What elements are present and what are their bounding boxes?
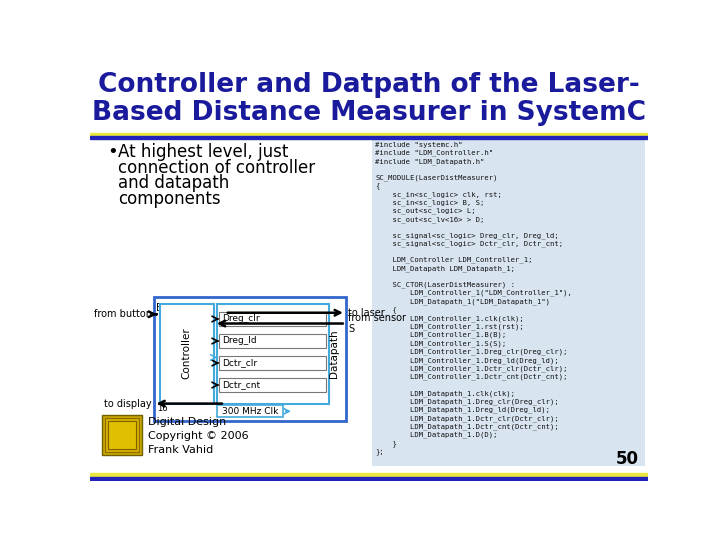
Bar — [90, 473, 648, 477]
Bar — [102, 415, 142, 455]
Bar — [220, 334, 326, 348]
Text: Dctr_cnt: Dctr_cnt — [222, 381, 260, 389]
Text: Controller and Datpath of the Laser-: Controller and Datpath of the Laser- — [98, 72, 640, 98]
Text: 300 MHz Clk: 300 MHz Clk — [222, 407, 278, 416]
Text: to display: to display — [104, 399, 152, 409]
Bar — [90, 136, 648, 139]
Bar — [217, 405, 283, 417]
Text: #include "systemc.h"
#include "LDM_Controller.h"
#include "LDM_Datapath.h"

SC_M: #include "systemc.h" #include "LDM_Contr… — [375, 142, 572, 455]
Bar — [220, 356, 326, 369]
Bar — [104, 418, 139, 452]
Text: B: B — [156, 303, 163, 313]
Bar — [220, 313, 326, 326]
Text: and datapath: and datapath — [118, 174, 229, 192]
Text: Dreg_ld: Dreg_ld — [222, 336, 256, 346]
Bar — [108, 421, 136, 449]
Text: to laser: to laser — [348, 308, 384, 318]
Text: At highest level, just: At highest level, just — [118, 143, 288, 161]
Text: D: D — [158, 392, 166, 402]
Text: components: components — [118, 190, 220, 207]
Bar — [160, 303, 214, 403]
Text: Dctr_clr: Dctr_clr — [222, 359, 257, 368]
Text: Datapath: Datapath — [329, 329, 339, 378]
Bar — [90, 477, 648, 481]
Text: connection of controller: connection of controller — [118, 159, 315, 177]
Bar — [153, 298, 346, 421]
Text: Dreg_clr: Dreg_clr — [222, 314, 259, 323]
Bar — [90, 132, 648, 136]
Text: Controller: Controller — [182, 328, 192, 380]
Text: from sensor: from sensor — [348, 313, 406, 323]
Text: 16: 16 — [157, 404, 167, 414]
Bar — [220, 379, 326, 392]
Text: 50: 50 — [616, 450, 639, 468]
Text: S: S — [348, 325, 354, 334]
Text: •: • — [107, 143, 118, 161]
Bar — [372, 139, 645, 466]
Text: Digital Design
Copyright © 2006
Frank Vahid: Digital Design Copyright © 2006 Frank Va… — [148, 417, 248, 455]
Text: from button: from button — [94, 309, 152, 319]
Text: Based Distance Measurer in SystemC: Based Distance Measurer in SystemC — [92, 100, 646, 126]
Bar — [217, 303, 329, 403]
